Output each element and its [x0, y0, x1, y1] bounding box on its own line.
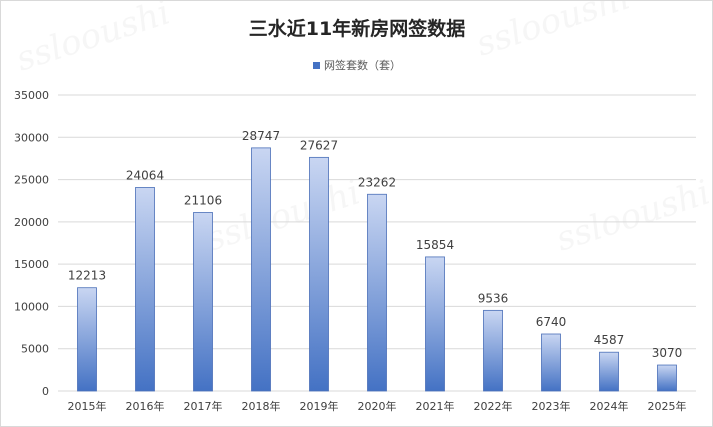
y-tick-label: 20000 — [14, 216, 49, 229]
bar — [77, 287, 97, 392]
bar — [135, 187, 155, 392]
y-tick-label: 0 — [42, 385, 49, 398]
watermark-text-2: sslooushi — [471, 1, 634, 65]
bar — [599, 351, 619, 392]
watermark-text-4: sslooushi — [551, 172, 712, 259]
data-label: 9536 — [478, 291, 509, 305]
y-tick-label: 10000 — [14, 300, 49, 313]
y-axis-ticks: 0 5000 10000 15000 20000 25000 30000 35000 — [14, 89, 49, 398]
data-label: 24064 — [126, 168, 164, 182]
y-tick-label: 15000 — [14, 258, 49, 271]
data-label: 6740 — [536, 315, 567, 329]
legend: 网签套数（套） — [313, 58, 401, 72]
x-tick-label: 2022年 — [474, 399, 513, 413]
data-label: 21106 — [184, 194, 222, 208]
legend-label: 网签套数（套） — [324, 58, 401, 72]
bar — [193, 212, 213, 392]
data-label: 23262 — [358, 175, 396, 189]
data-label: 28747 — [242, 129, 280, 143]
x-tick-label: 2015年 — [68, 399, 107, 413]
y-tick-label: 30000 — [14, 131, 49, 144]
bar — [483, 309, 503, 392]
bar — [657, 364, 677, 392]
x-tick-label: 2019年 — [300, 399, 339, 413]
watermark-text-3: sslooushi — [201, 172, 364, 259]
chart-title: 三水近11年新房网签数据 — [249, 17, 465, 40]
x-tick-label: 2024年 — [590, 399, 629, 413]
data-label: 3070 — [652, 346, 683, 360]
data-label: 27627 — [300, 138, 338, 152]
data-label: 15854 — [416, 238, 454, 252]
bar — [541, 333, 561, 392]
legend-swatch — [313, 62, 320, 69]
bar — [425, 256, 445, 392]
x-tick-label: 2016年 — [126, 399, 165, 413]
y-tick-label: 5000 — [21, 343, 49, 356]
watermark-text-1: sslooushi — [11, 1, 174, 80]
x-tick-label: 2023年 — [532, 399, 571, 413]
x-tick-label: 2018年 — [242, 399, 281, 413]
x-axis-ticks: 2015年 2016年 2017年 2018年 2019年 2020年 2021年 2022年… — [68, 399, 687, 413]
y-tick-label: 25000 — [14, 174, 49, 187]
data-label: 12213 — [68, 269, 106, 283]
x-tick-label: 2021年 — [416, 399, 455, 413]
data-label: 4587 — [594, 333, 625, 347]
bar — [367, 193, 387, 392]
x-tick-label: 2025年 — [648, 399, 687, 413]
x-tick-label: 2017年 — [184, 399, 223, 413]
x-tick-label: 2020年 — [358, 399, 397, 413]
y-tick-label: 35000 — [14, 89, 49, 102]
bar — [309, 156, 329, 392]
bars: 12213 24064 21106 28747 27627 23262 15854 9536 6… — [68, 129, 683, 392]
bar — [251, 147, 271, 392]
